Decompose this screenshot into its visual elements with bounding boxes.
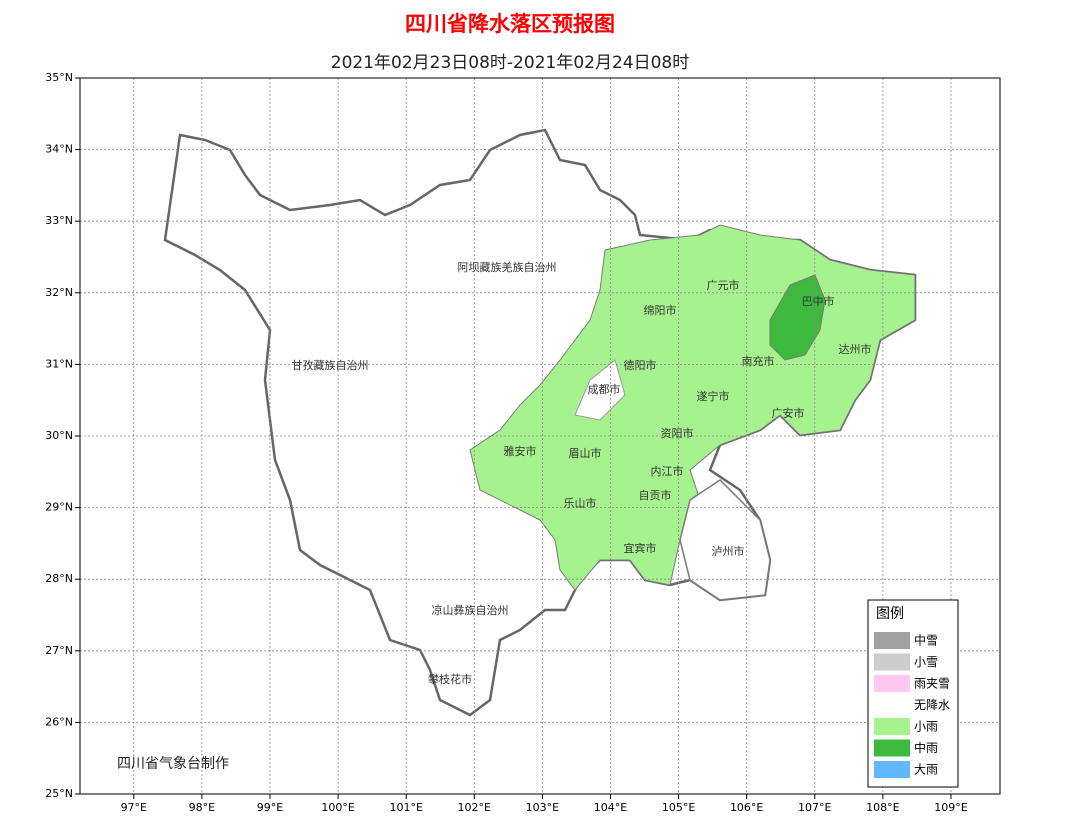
x-tick-label: 99°E <box>257 801 283 814</box>
region-label: 自贡市 <box>639 488 672 502</box>
region-label: 甘孜藏族自治州 <box>292 358 369 372</box>
y-tick-label: 34°N <box>45 143 73 156</box>
legend-label: 中雪 <box>914 633 938 648</box>
legend-swatch <box>874 675 910 692</box>
y-tick-label: 33°N <box>45 214 73 227</box>
region-label: 雅安市 <box>504 444 537 458</box>
x-tick-label: 109°E <box>934 801 967 814</box>
credit: 四川省气象台制作 <box>117 756 229 772</box>
region-label: 广元市 <box>707 278 740 292</box>
region-label: 泸州市 <box>712 544 745 558</box>
x-tick-label: 102°E <box>458 801 491 814</box>
legend-box <box>867 599 959 788</box>
region-label: 南充市 <box>742 354 775 368</box>
region-label: 绵阳市 <box>644 303 677 317</box>
region-label: 德阳市 <box>624 358 657 372</box>
legend-swatch <box>874 653 910 671</box>
legend-label: 大雨 <box>914 763 938 777</box>
y-tick-label: 26°N <box>45 715 73 728</box>
region-label: 遂宁市 <box>697 389 730 403</box>
x-tick-label: 97°E <box>121 801 147 814</box>
x-tick-label: 98°E <box>189 801 215 814</box>
legend-swatch <box>874 632 910 649</box>
region-label: 眉山市 <box>569 446 602 460</box>
moderate-rain-area <box>769 274 826 361</box>
y-tick-label: 31°N <box>45 357 73 370</box>
legend-swatch <box>874 761 910 778</box>
region-label: 宜宾市 <box>624 541 657 555</box>
legend-title: 图例 <box>876 606 904 622</box>
region-label: 攀枝花市 <box>428 672 472 686</box>
y-tick-label: 30°N <box>45 429 73 442</box>
province-shapes <box>163 128 917 717</box>
region-label: 乐山市 <box>564 496 597 510</box>
legend-swatch <box>874 739 910 757</box>
legend-label: 小雨 <box>914 720 938 734</box>
y-tick-label: 27°N <box>45 644 73 657</box>
y-tick-label: 29°N <box>45 501 73 514</box>
x-tick-label: 108°E <box>866 801 899 814</box>
x-tick-label: 101°E <box>389 801 422 814</box>
region-label: 达州市 <box>839 342 872 356</box>
region-label: 资阳市 <box>661 426 694 440</box>
region-label: 阿坝藏族羌族自治州 <box>458 260 557 274</box>
legend-swatch <box>874 718 910 735</box>
y-tick-label: 28°N <box>45 572 73 585</box>
x-tick-label: 100°E <box>321 801 354 814</box>
no-rain-patch <box>679 479 771 601</box>
y-tick-label: 32°N <box>45 286 73 299</box>
region-label: 广安市 <box>772 406 805 420</box>
y-tick-label: 35°N <box>45 71 73 84</box>
y-tick-label: 25°N <box>45 787 73 800</box>
legend-label: 小雪 <box>914 655 938 669</box>
region-label: 内江市 <box>651 464 684 478</box>
region-label: 巴中市 <box>802 294 835 308</box>
legend-label: 中雨 <box>914 740 938 755</box>
x-tick-label: 104°E <box>594 801 627 814</box>
x-tick-label: 103°E <box>526 801 559 814</box>
region-label: 成都市 <box>588 382 621 396</box>
x-tick-label: 106°E <box>730 801 763 814</box>
x-tick-label: 107°E <box>798 801 831 814</box>
legend-label: 雨夹雪 <box>914 677 950 691</box>
legend-label: 无降水 <box>914 698 950 712</box>
region-label: 凉山彝族自治州 <box>432 603 509 617</box>
plot-frame <box>79 77 1001 795</box>
map-title: 四川省降水落区预报图 <box>405 12 615 36</box>
map-subtitle: 2021年02月23日08时-2021年02月24日08时 <box>331 53 689 73</box>
x-tick-label: 105°E <box>662 801 695 814</box>
